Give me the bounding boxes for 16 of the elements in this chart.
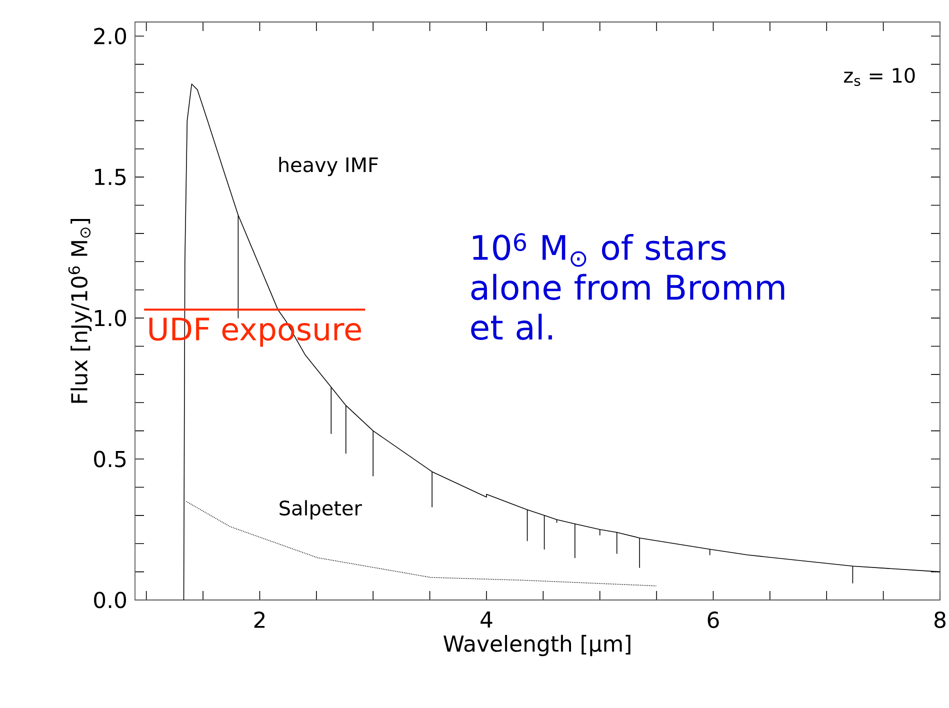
- annotation: 10$^{6}$ M$_{⊙}$ of stars alone from Bromm et al.: [471, 233, 784, 340]
- annotation: z$_{s}$ = 10: [844, 68, 915, 86]
- x-tick-label: 8: [934, 612, 946, 628]
- x-axis-title: Wavelength [μm]: [444, 634, 630, 656]
- y-tick-label: 2.0: [94, 28, 126, 44]
- y-tick-label: 0.0: [94, 592, 126, 608]
- x-tick-label: 2: [254, 612, 264, 628]
- line-series: [186, 500, 657, 586]
- x-tick-label: 6: [708, 612, 719, 628]
- y-axis-title: Flux [nJy/10$^{6}$ M$_{⊙}$]: [68, 219, 92, 403]
- text: heavy IMF: [279, 156, 378, 176]
- y-tick-label: 0.5: [94, 450, 126, 468]
- x-tick-label: 4: [480, 612, 492, 628]
- y-tick-label: 1.0: [95, 310, 126, 326]
- y-tick-label: 1.5: [95, 168, 126, 186]
- series-label: Salpeter: [280, 500, 362, 520]
